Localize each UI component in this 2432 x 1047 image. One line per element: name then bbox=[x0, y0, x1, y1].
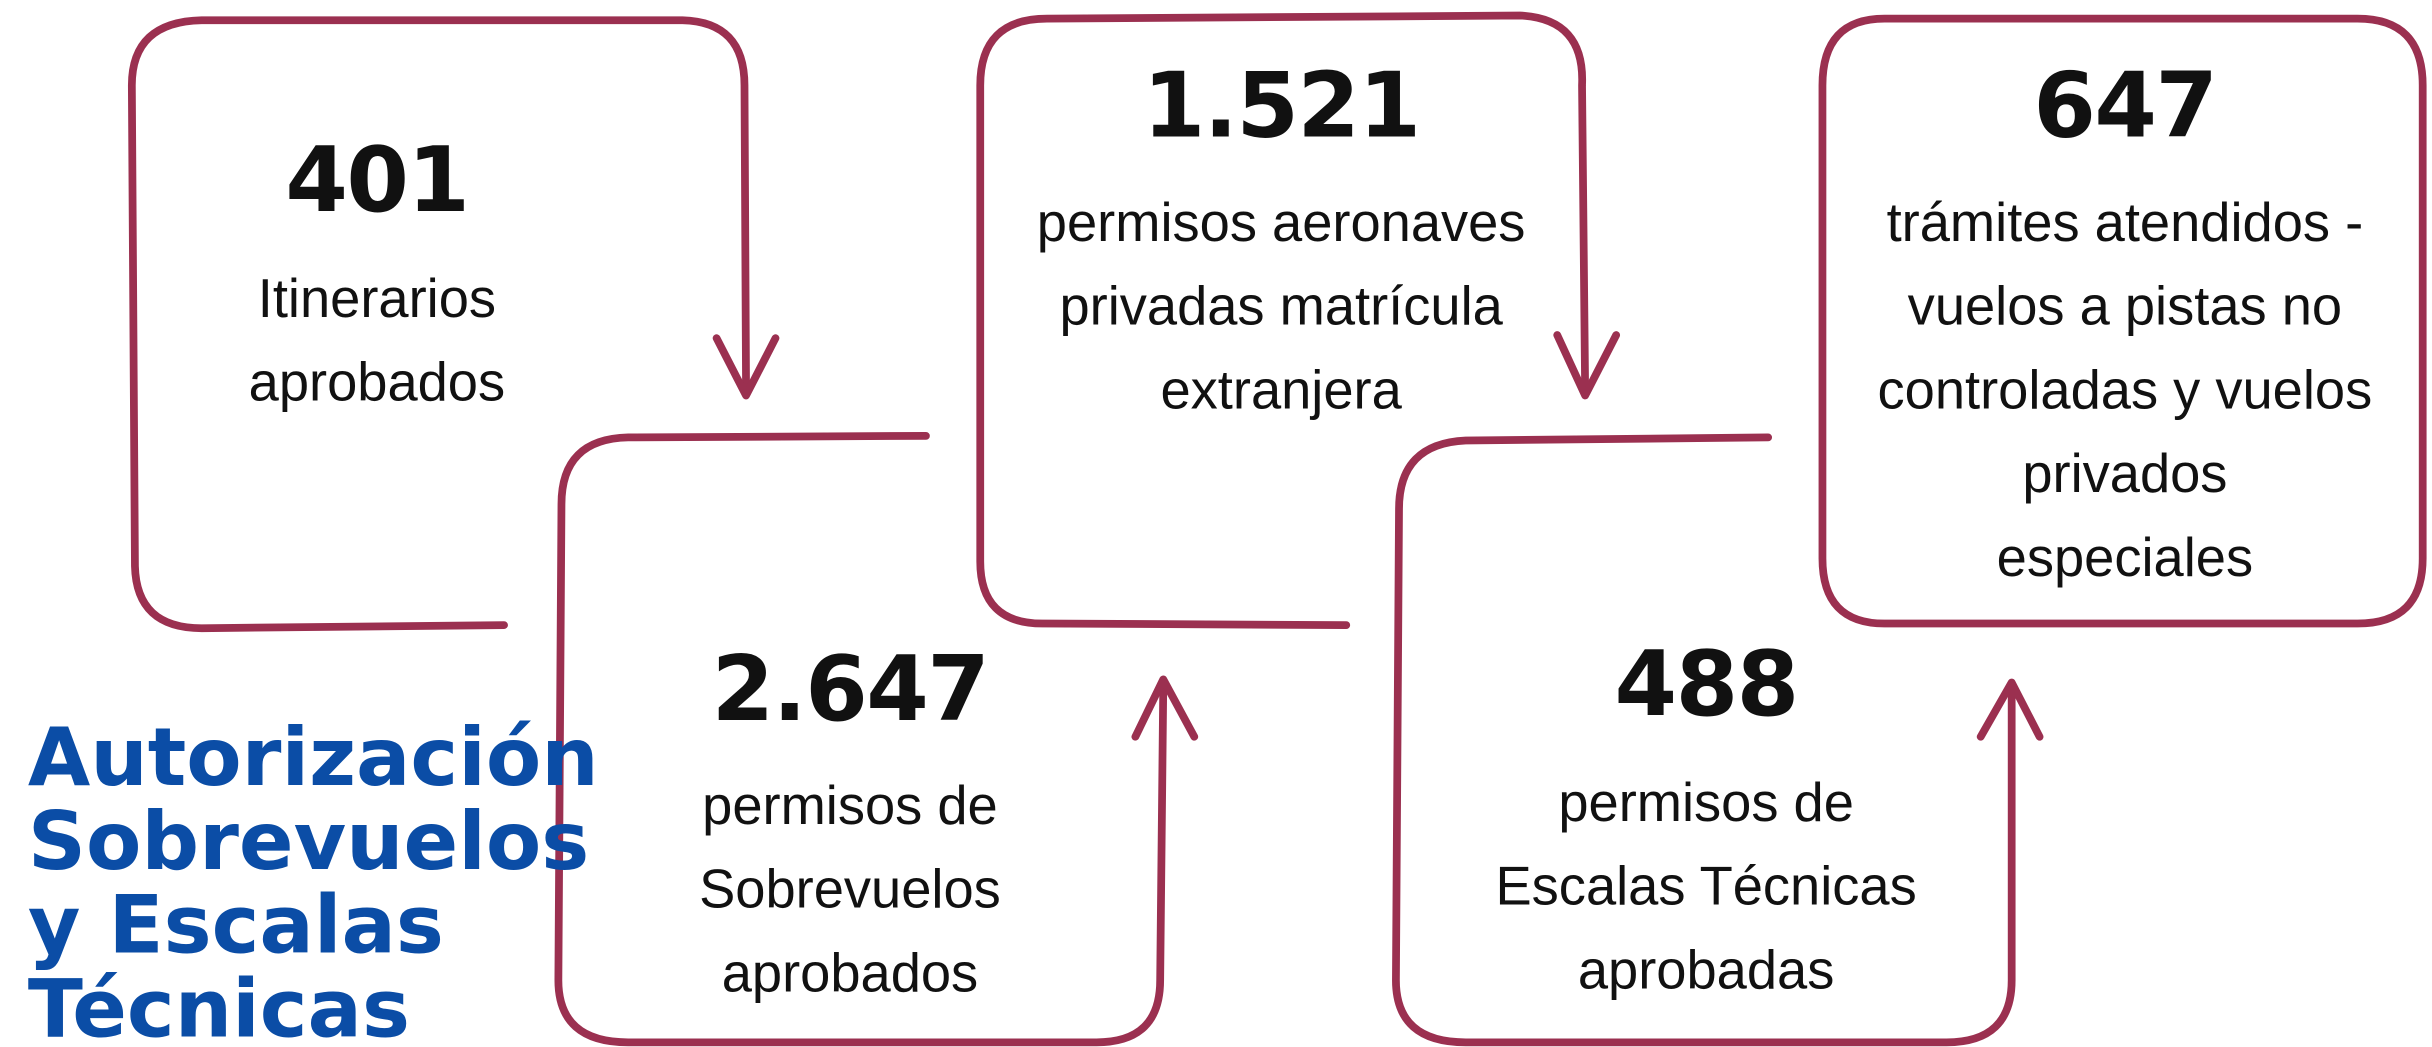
card-label: Escalas Técnicas bbox=[1495, 856, 1916, 917]
arrow-head bbox=[1131, 675, 1199, 741]
title-line: Sobrevuelos bbox=[28, 795, 589, 889]
card-value: 488 bbox=[1615, 633, 1798, 737]
title-line: Técnicas bbox=[28, 962, 410, 1047]
card-label: permisos de bbox=[1558, 772, 1854, 833]
card-label: aprobados bbox=[722, 943, 978, 1004]
card-label: trámites atendidos - bbox=[1887, 192, 2364, 253]
title-line: Autorización bbox=[28, 711, 599, 805]
frames bbox=[127, 11, 2427, 1047]
card-label: Itinerarios bbox=[258, 268, 496, 329]
title-line: y Escalas bbox=[28, 879, 444, 973]
card-label: permisos aeronaves bbox=[1037, 192, 1526, 253]
card-label: privados bbox=[2022, 443, 2227, 504]
card-value: 2.647 bbox=[712, 638, 989, 742]
arrow-head bbox=[1976, 678, 2044, 741]
arrow-head bbox=[712, 334, 780, 400]
card-label: extranjera bbox=[1160, 359, 1402, 420]
card-value: 647 bbox=[2033, 55, 2216, 159]
card-label: especiales bbox=[1997, 527, 2253, 588]
card-label: privadas matrícula bbox=[1059, 276, 1503, 337]
card-label: permisos de bbox=[702, 775, 998, 836]
card-frame bbox=[1392, 433, 2016, 1047]
card-label: controladas y vuelos bbox=[1878, 359, 2373, 420]
card-value: 1.521 bbox=[1143, 55, 1420, 159]
card-value: 401 bbox=[285, 129, 468, 233]
card-label: aprobadas bbox=[1578, 939, 1834, 1000]
card-label: Sobrevuelos bbox=[699, 859, 1001, 920]
card-label: aprobados bbox=[249, 352, 505, 413]
card-frame bbox=[127, 16, 750, 633]
card-frame bbox=[554, 431, 1168, 1047]
card-label: vuelos a pistas no bbox=[1908, 276, 2342, 337]
card-frame bbox=[1818, 14, 2427, 628]
card-frame bbox=[976, 11, 1590, 629]
arrow-head bbox=[1553, 331, 1621, 400]
